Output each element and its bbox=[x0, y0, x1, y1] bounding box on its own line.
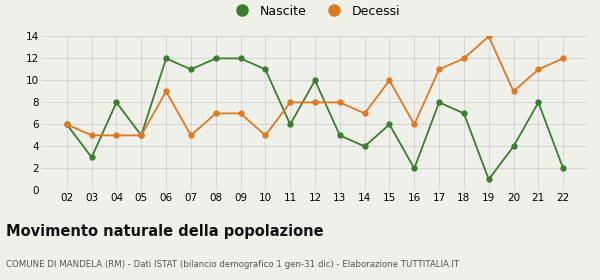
Decessi bbox=[262, 134, 269, 137]
Nascite bbox=[212, 57, 220, 60]
Line: Decessi: Decessi bbox=[64, 34, 566, 138]
Nascite bbox=[63, 123, 70, 126]
Nascite bbox=[88, 156, 95, 159]
Nascite bbox=[436, 101, 443, 104]
Text: Movimento naturale della popolazione: Movimento naturale della popolazione bbox=[6, 224, 323, 239]
Decessi bbox=[510, 90, 517, 93]
Nascite bbox=[311, 79, 319, 82]
Decessi bbox=[485, 35, 493, 38]
Decessi bbox=[287, 101, 294, 104]
Decessi bbox=[386, 79, 393, 82]
Decessi bbox=[410, 123, 418, 126]
Decessi bbox=[336, 101, 343, 104]
Decessi bbox=[137, 134, 145, 137]
Nascite bbox=[560, 167, 567, 170]
Nascite bbox=[336, 134, 343, 137]
Decessi bbox=[187, 134, 194, 137]
Nascite bbox=[460, 112, 467, 115]
Decessi bbox=[436, 68, 443, 71]
Nascite bbox=[510, 145, 517, 148]
Nascite bbox=[287, 123, 294, 126]
Decessi bbox=[212, 112, 220, 115]
Nascite bbox=[163, 57, 170, 60]
Nascite bbox=[410, 167, 418, 170]
Decessi bbox=[63, 123, 70, 126]
Text: COMUNE DI MANDELA (RM) - Dati ISTAT (bilancio demografico 1 gen-31 dic) - Elabor: COMUNE DI MANDELA (RM) - Dati ISTAT (bil… bbox=[6, 260, 459, 269]
Decessi bbox=[163, 90, 170, 93]
Nascite bbox=[237, 57, 244, 60]
Decessi bbox=[311, 101, 319, 104]
Decessi bbox=[535, 68, 542, 71]
Nascite bbox=[386, 123, 393, 126]
Decessi bbox=[237, 112, 244, 115]
Line: Nascite: Nascite bbox=[64, 56, 566, 182]
Nascite bbox=[187, 68, 194, 71]
Nascite bbox=[262, 68, 269, 71]
Nascite bbox=[113, 101, 120, 104]
Decessi bbox=[361, 112, 368, 115]
Nascite bbox=[137, 134, 145, 137]
Decessi bbox=[560, 57, 567, 60]
Decessi bbox=[460, 57, 467, 60]
Decessi bbox=[113, 134, 120, 137]
Legend: Nascite, Decessi: Nascite, Decessi bbox=[225, 0, 405, 22]
Nascite bbox=[485, 178, 493, 181]
Decessi bbox=[88, 134, 95, 137]
Nascite bbox=[361, 145, 368, 148]
Nascite bbox=[535, 101, 542, 104]
